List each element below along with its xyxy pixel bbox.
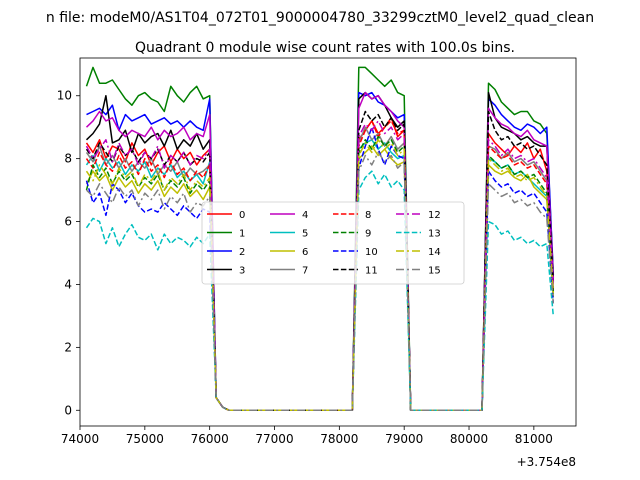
legend-label-10: 10 (365, 247, 378, 258)
series-line-13 (85, 170, 555, 412)
y-tick-label: 8 (64, 152, 72, 166)
y-tick-label: 2 (64, 340, 72, 354)
legend-label-12: 12 (428, 210, 441, 221)
x-tick-label: 77000 (255, 432, 293, 446)
chart-suptitle: n file: modeM0/AS1T04_072T01_9000004780_… (46, 10, 594, 26)
legend-label-5: 5 (302, 229, 308, 240)
legend-box (201, 201, 465, 285)
x-tick-label: 81000 (515, 432, 553, 446)
legend-label-14: 14 (428, 247, 441, 258)
legend-label-6: 6 (302, 247, 308, 258)
legend-label-15: 15 (428, 266, 441, 277)
x-tick-label: 74000 (61, 432, 99, 446)
legend-label-2: 2 (239, 247, 245, 258)
x-offset-label: +3.754e8 (517, 455, 576, 469)
y-tick-label: 4 (64, 277, 72, 291)
legend-label-3: 3 (239, 266, 245, 277)
x-tick-label: 79000 (385, 432, 423, 446)
legend-label-0: 0 (239, 210, 245, 221)
legend-label-1: 1 (239, 229, 245, 240)
series-line-11 (85, 110, 555, 412)
legend-label-4: 4 (302, 210, 308, 221)
legend-label-13: 13 (428, 229, 441, 240)
y-tick-label: 10 (57, 89, 72, 103)
legend-label-8: 8 (365, 210, 371, 221)
legend-label-7: 7 (302, 266, 308, 277)
y-tick-label: 0 (64, 403, 72, 417)
axes-frame (79, 57, 577, 427)
x-tick-label: 78000 (320, 432, 358, 446)
x-tick-label: 75000 (126, 432, 164, 446)
plot-area: 74000 75000 76000 77000 78000 79000 80000 81000… (57, 57, 577, 446)
y-tick-label: 6 (64, 215, 72, 229)
x-tick-label: 76000 (191, 432, 229, 446)
series-line-15 (85, 151, 555, 412)
legend-label-9: 9 (365, 229, 371, 240)
legend-label-11: 11 (365, 266, 378, 277)
x-tick-label: 80000 (450, 432, 488, 446)
chart-title: Quadrant 0 module wise count rates with … (135, 40, 515, 56)
series-line-14 (85, 139, 555, 412)
